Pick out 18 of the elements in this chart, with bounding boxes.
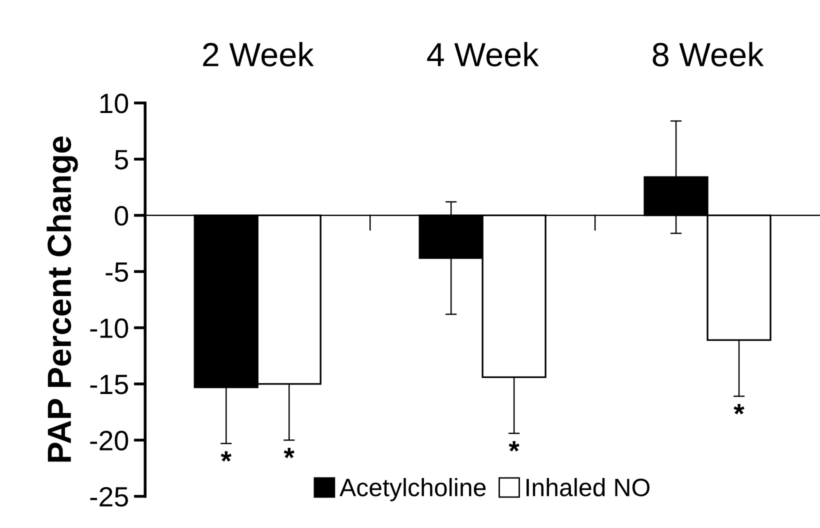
x-tick-label: 2 Week	[203, 42, 314, 67]
y-tick-label: 0	[114, 206, 128, 226]
legend-label: Inhaled NO	[526, 478, 650, 496]
x-tick-label: 8 Week	[652, 42, 764, 67]
y-tick-label: -20	[90, 430, 128, 450]
data-label: *	[284, 448, 294, 458]
data-label: *	[734, 404, 744, 414]
x-tick-label: 4 Week	[427, 42, 539, 67]
data-label: *	[508, 441, 520, 452]
y-tick-label: -15	[90, 374, 128, 394]
y-tick-label: -5	[106, 262, 128, 282]
data-label: *	[220, 451, 232, 462]
y-tick-label: -25	[90, 486, 128, 507]
y-tick-label: 10	[100, 94, 128, 114]
y-axis-title: PAP Percent Change	[46, 136, 78, 462]
legend-label: Acetylcholine	[339, 478, 486, 502]
y-tick-label: -10	[90, 318, 128, 338]
y-tick-label: 5	[114, 150, 128, 170]
